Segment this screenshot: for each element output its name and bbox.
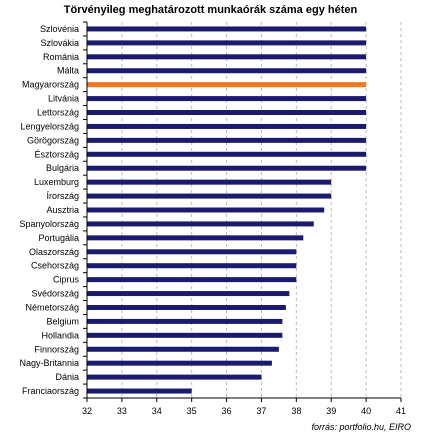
bar bbox=[87, 68, 367, 74]
bar bbox=[87, 291, 290, 297]
bar bbox=[87, 26, 367, 32]
bar bbox=[87, 54, 367, 60]
category-label: Lettország bbox=[37, 108, 79, 118]
x-tick-label: 36 bbox=[222, 406, 232, 416]
bar bbox=[87, 249, 297, 255]
category-label: Portugália bbox=[38, 233, 79, 243]
bar bbox=[87, 82, 367, 88]
x-tick-label: 32 bbox=[82, 406, 92, 416]
bar bbox=[87, 151, 367, 157]
category-label: Észtország bbox=[34, 149, 79, 159]
bar bbox=[87, 123, 367, 129]
category-label: Dánia bbox=[55, 372, 79, 382]
category-label: Csehország bbox=[31, 261, 79, 271]
bar bbox=[87, 318, 283, 324]
category-label: Bulgária bbox=[46, 163, 79, 173]
source-note: forrás: portfolio.hu, EIRO bbox=[311, 422, 411, 432]
x-tick-label: 35 bbox=[187, 406, 197, 416]
bar bbox=[87, 221, 314, 227]
x-tick-label: 40 bbox=[361, 406, 371, 416]
x-tick-label: 41 bbox=[396, 406, 406, 416]
category-label: Hollandia bbox=[41, 330, 79, 340]
x-tick-label: 38 bbox=[291, 406, 301, 416]
x-tick-label: 39 bbox=[326, 406, 336, 416]
category-label: Franciaország bbox=[22, 386, 79, 396]
x-tick-label: 34 bbox=[152, 406, 162, 416]
bar bbox=[87, 96, 367, 102]
category-label: Spanyolország bbox=[19, 219, 79, 229]
bar bbox=[87, 374, 262, 380]
bar bbox=[87, 304, 286, 310]
category-label: Olaszország bbox=[29, 247, 79, 257]
bar bbox=[87, 277, 297, 283]
bar bbox=[87, 165, 367, 171]
category-label: Litvánia bbox=[48, 94, 79, 104]
category-label: Luxemburg bbox=[34, 177, 79, 187]
x-tick-label: 33 bbox=[117, 406, 127, 416]
bar bbox=[87, 207, 325, 213]
bar bbox=[87, 193, 332, 199]
category-label: Svédország bbox=[31, 289, 79, 299]
bar bbox=[87, 179, 332, 185]
category-label: Lengyelország bbox=[20, 121, 79, 131]
category-label: Belgium bbox=[46, 316, 79, 326]
category-label: Írország bbox=[46, 191, 79, 201]
category-label: Magyarország bbox=[22, 80, 79, 90]
bar bbox=[87, 360, 272, 366]
bar bbox=[87, 388, 192, 394]
bar bbox=[87, 263, 297, 269]
bar bbox=[87, 40, 367, 46]
bar bbox=[87, 332, 283, 338]
category-label: Szlovénia bbox=[40, 24, 79, 34]
category-label: Görögország bbox=[27, 135, 79, 145]
bar bbox=[87, 110, 367, 116]
x-tick-label: 37 bbox=[256, 406, 266, 416]
category-label: Németország bbox=[25, 302, 79, 312]
category-label: Málta bbox=[57, 66, 79, 76]
category-label: Finnország bbox=[34, 344, 79, 354]
category-label: Ausztria bbox=[46, 205, 79, 215]
bar bbox=[87, 137, 367, 143]
category-label: Nagy-Britannia bbox=[19, 358, 79, 368]
category-label: Szlovákia bbox=[40, 38, 79, 48]
bar bbox=[87, 346, 279, 352]
category-label: Románia bbox=[43, 52, 79, 62]
category-label: Ciprus bbox=[53, 275, 80, 285]
bar bbox=[87, 235, 304, 241]
chart-title: Törvényileg meghatározott munkaórák szám… bbox=[63, 4, 358, 16]
